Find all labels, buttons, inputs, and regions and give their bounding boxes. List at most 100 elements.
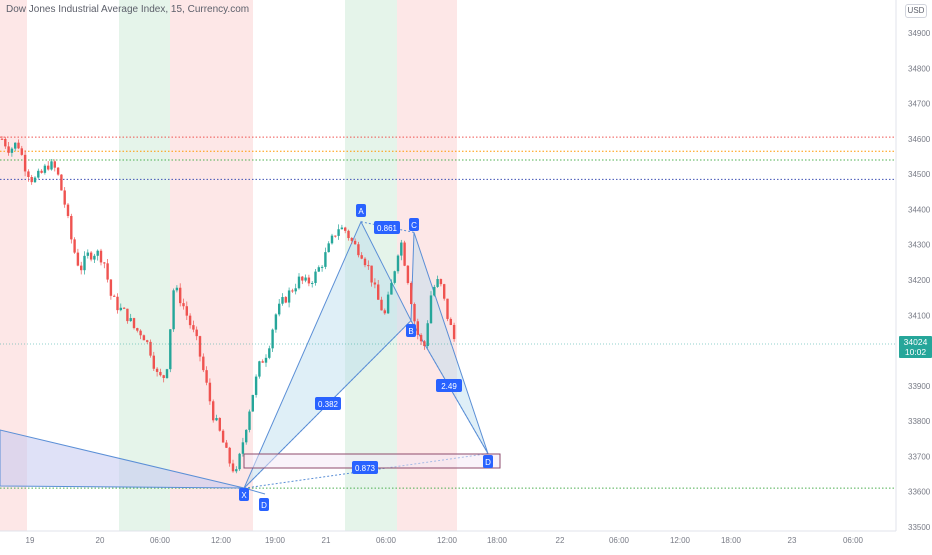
ac-ratio-line — [360, 221, 415, 233]
price-tick-label: 34600 — [908, 135, 931, 144]
candle-body — [231, 463, 235, 472]
candle-body — [113, 295, 116, 297]
candle-body — [202, 356, 205, 371]
price-tick-label: 33900 — [908, 382, 931, 391]
current-price-badge: 34024 10:02 — [899, 336, 932, 358]
candle-body — [4, 138, 7, 147]
candle-body — [198, 336, 202, 357]
candle-body — [169, 329, 172, 370]
candle-body — [278, 303, 281, 315]
time-tick-label: 12:00 — [211, 536, 232, 545]
candle-body — [264, 357, 268, 363]
candle-body — [83, 255, 86, 271]
point-label-a[interactable] — [356, 204, 366, 217]
candle-body — [307, 277, 311, 284]
candle-body — [416, 321, 419, 335]
point-label-b[interactable] — [406, 324, 416, 337]
point-label-c[interactable] — [409, 218, 419, 231]
time-tick-label: 12:00 — [670, 536, 691, 545]
candle-body — [268, 348, 271, 358]
point-label-text: B — [408, 327, 413, 336]
candle-body — [179, 287, 182, 304]
price-tick-label: 33500 — [908, 523, 931, 532]
candle-body — [261, 361, 264, 363]
point-label-text: D — [261, 501, 267, 510]
candle-body — [30, 177, 33, 183]
candle-body — [208, 382, 212, 402]
candle-body — [373, 282, 377, 285]
current-price-label: 34024 — [904, 337, 928, 347]
candle-body — [400, 242, 403, 256]
session-band — [397, 0, 457, 531]
candle-body — [433, 286, 436, 296]
candle-body — [419, 334, 423, 342]
candle-body — [20, 148, 23, 155]
price-tick-label: 33800 — [908, 417, 931, 426]
candle-body — [258, 361, 261, 377]
point-label-text: X — [241, 491, 247, 500]
candle-body — [188, 315, 192, 326]
candle-body — [377, 284, 380, 300]
point-label-x[interactable] — [239, 488, 249, 501]
candle-body — [106, 263, 109, 280]
candle-body — [50, 161, 53, 170]
candle-body — [386, 294, 390, 314]
time-tick-label: 06:00 — [150, 536, 171, 545]
candle-body — [172, 290, 175, 330]
candle-body — [353, 240, 357, 245]
projection-wedge[interactable] — [0, 429, 245, 489]
candle-body — [370, 265, 373, 283]
candle-body — [274, 314, 278, 330]
candle-body — [350, 238, 353, 241]
point-label-d2[interactable] — [259, 498, 269, 511]
session-band — [170, 0, 253, 531]
point-label-text: A — [358, 207, 364, 216]
candle-body — [96, 250, 99, 256]
ratio-label[interactable] — [352, 461, 378, 474]
candle-body — [380, 299, 383, 311]
candle-body — [287, 290, 291, 303]
candle-body — [314, 271, 317, 283]
candle-body — [136, 328, 139, 331]
candle-body — [221, 430, 225, 443]
time-tick-label: 20 — [96, 536, 105, 545]
price-tick-label: 34100 — [908, 311, 931, 320]
time-tick-label: 18:00 — [487, 536, 508, 545]
price-tick-label: 34800 — [908, 64, 931, 73]
candle-body — [436, 279, 439, 287]
candle-body — [155, 368, 159, 372]
candle-body — [403, 242, 406, 266]
candle-body — [76, 252, 80, 266]
candle-body — [159, 371, 162, 376]
time-tick-label: 06:00 — [376, 536, 397, 545]
candle-body — [225, 442, 228, 448]
ratio-label[interactable] — [374, 221, 400, 234]
pattern-labels: X A B C D D 0.382 0.861 2.49 0.873 — [239, 204, 493, 511]
candle-body — [218, 418, 221, 431]
candle-body — [162, 375, 165, 379]
candle-body — [301, 276, 304, 281]
candle-body — [228, 447, 231, 464]
candle-body — [320, 266, 324, 268]
candle-body — [311, 282, 314, 284]
ratio-label[interactable] — [436, 379, 462, 392]
currency-button[interactable]: USD — [905, 4, 927, 18]
candle-body — [337, 229, 340, 236]
candle-body — [139, 330, 142, 336]
candle-body — [340, 227, 344, 230]
ratio-label-text: 0.861 — [377, 224, 398, 233]
candle-body — [182, 303, 185, 307]
point-label-d[interactable] — [483, 455, 493, 468]
candle-body — [66, 204, 70, 216]
candle-body — [192, 325, 195, 330]
candle-body — [429, 295, 433, 324]
session-band — [119, 0, 170, 531]
ratio-label[interactable] — [315, 397, 341, 410]
point-label-text: D — [485, 458, 491, 467]
candle-body — [327, 243, 330, 253]
candle-body — [344, 227, 347, 231]
candle-body — [245, 429, 248, 443]
candle-body — [238, 453, 241, 470]
